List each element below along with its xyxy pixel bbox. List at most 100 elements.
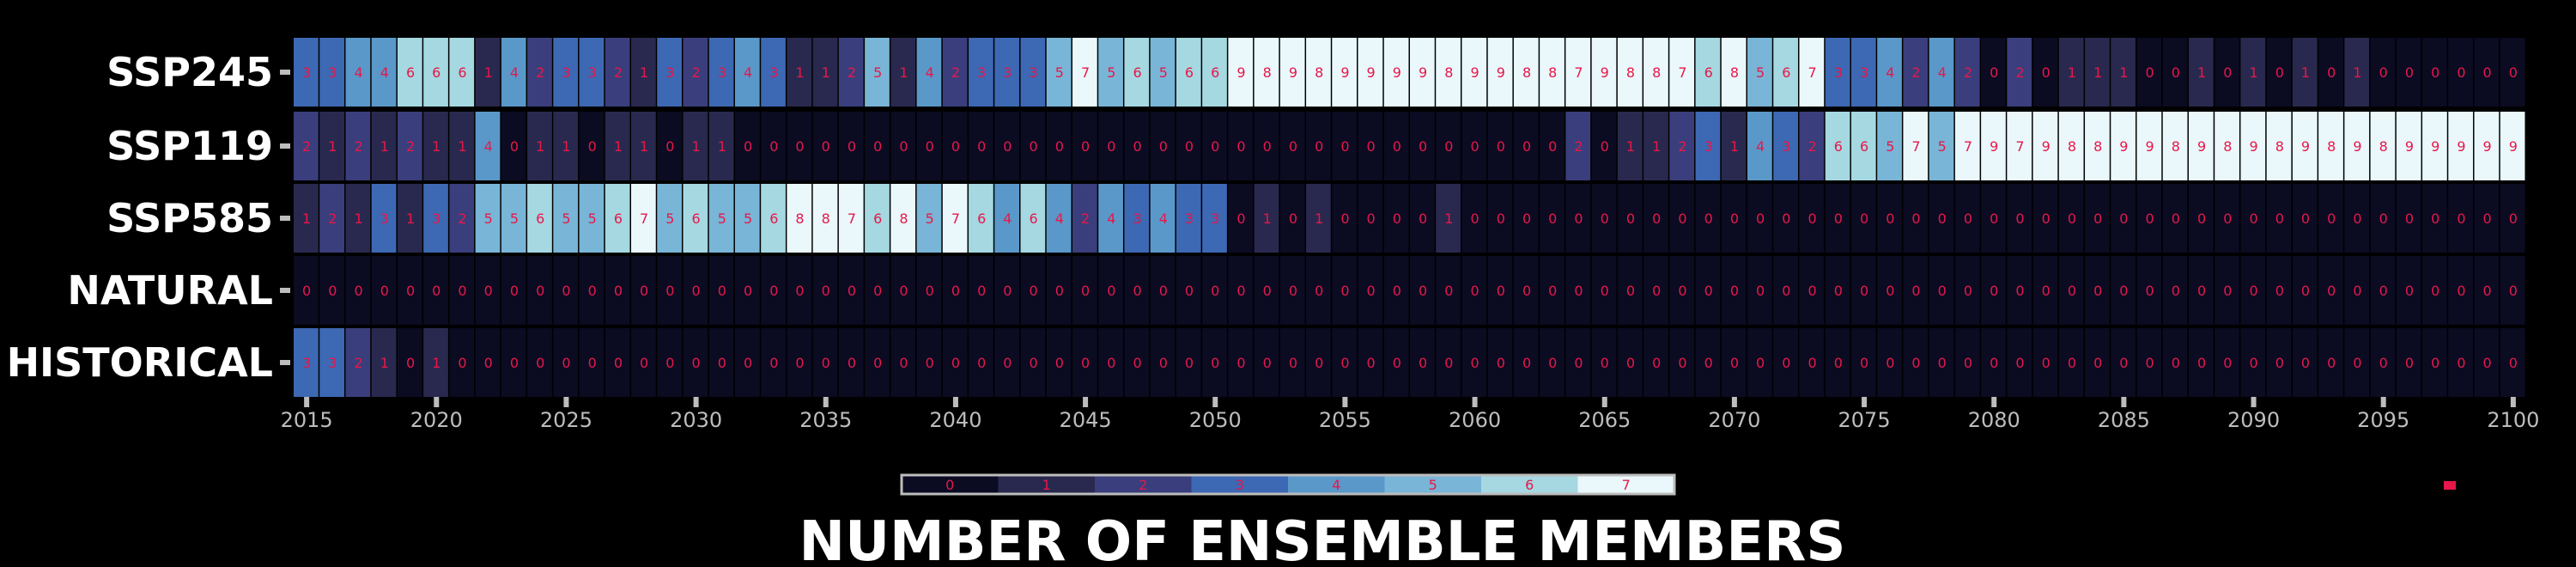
cell-value-label: 0 [2146, 64, 2154, 81]
heatmap-cell [2240, 38, 2266, 107]
cell-value-label: 0 [2431, 283, 2439, 299]
heatmap-cell [2032, 328, 2058, 397]
heatmap-cell [2162, 256, 2188, 325]
cell-value-label: 1 [1444, 210, 1453, 227]
x-tick [693, 397, 699, 407]
cell-value-label: 0 [1419, 138, 1427, 155]
cell-value-label: 1 [795, 64, 804, 81]
cell-value-label: 0 [1911, 355, 1920, 371]
heatmap-cell [1124, 38, 1150, 107]
cell-value-label: 0 [1834, 355, 1843, 371]
cell-value-label: 0 [2197, 355, 2206, 371]
cell-value-label: 4 [1159, 210, 1168, 227]
heatmap-cell [2007, 184, 2032, 253]
heatmap-cell [994, 184, 1020, 253]
cell-value-label: 5 [1938, 138, 1947, 155]
colorbar-swatch [1191, 475, 1288, 494]
heatmap-cell [1799, 38, 1825, 107]
cell-value-label: 0 [1107, 283, 1115, 299]
x-tick-label: 2080 [1968, 408, 2020, 432]
cell-value-label: 1 [899, 64, 908, 81]
heatmap-cell [2448, 112, 2474, 180]
x-tick-label: 2085 [2098, 408, 2150, 432]
cell-value-label: 0 [951, 283, 960, 299]
x-tick [1731, 397, 1737, 407]
heatmap-cell [605, 112, 630, 180]
heatmap-cell [449, 112, 475, 180]
cell-value-label: 9 [1367, 64, 1376, 81]
x-tick-label: 2050 [1189, 408, 1242, 432]
cell-value-label: 0 [1367, 138, 1376, 155]
heatmap-cell [2396, 38, 2421, 107]
heatmap-cell [838, 112, 864, 180]
cell-value-label: 0 [2379, 64, 2388, 81]
cell-value-label: 4 [1938, 64, 1947, 81]
heatmap-cell [994, 256, 1020, 325]
heatmap-cell [1098, 112, 1123, 180]
heatmap-cell [1176, 38, 1201, 107]
x-tick [2121, 397, 2127, 407]
heatmap-cell [1124, 112, 1150, 180]
cell-value-label: 0 [1211, 283, 1219, 299]
cell-value-label: 0 [1003, 138, 1012, 155]
heatmap-cell [2292, 38, 2318, 107]
cell-value-label: 0 [1860, 355, 1868, 371]
cell-value-label: 0 [2172, 64, 2180, 81]
cell-value-label: 0 [822, 355, 830, 371]
heatmap-cell [345, 38, 371, 107]
cell-value-label: 0 [1756, 210, 1765, 227]
cell-value-label: 0 [2015, 210, 2024, 227]
cell-value-label: 9 [2509, 138, 2518, 155]
heatmap-cell [553, 256, 579, 325]
heatmap-cell [1202, 112, 1227, 180]
heatmap-cell [1591, 184, 1617, 253]
cell-value-label: 0 [1003, 355, 1012, 371]
cell-value-label: 8 [2093, 138, 2102, 155]
heatmap-cell [1383, 256, 1409, 325]
cell-value-label: 0 [1030, 355, 1038, 371]
heatmap-cell [319, 112, 344, 180]
cell-value-label: 5 [926, 210, 934, 227]
row-label: SSP585 [106, 195, 273, 241]
cell-value-label: 0 [2457, 210, 2465, 227]
row-tick [280, 360, 290, 365]
heatmap-cell [1617, 38, 1643, 107]
cell-value-label: 0 [1730, 210, 1739, 227]
cell-value-label: 0 [1808, 355, 1817, 371]
x-tick-label: 2025 [540, 408, 592, 432]
cell-value-label: 0 [1938, 355, 1947, 371]
heatmap-cell [2188, 112, 2214, 180]
cell-value-label: 0 [899, 283, 908, 299]
cell-value-label: 9 [2146, 138, 2154, 155]
heatmap-cell [423, 38, 448, 107]
heatmap-cell [1954, 38, 1980, 107]
heatmap-cell [605, 38, 630, 107]
heatmap-cell [423, 256, 448, 325]
heatmap-cell [1332, 38, 1358, 107]
cell-value-label: 3 [1860, 64, 1868, 81]
heatmap-cell [1721, 112, 1747, 180]
cell-value-label: 0 [1470, 283, 1479, 299]
cell-value-label: 0 [614, 283, 623, 299]
heatmap-cell [1540, 38, 1564, 107]
heatmap-cell [1513, 112, 1539, 180]
cell-value-label: 0 [1497, 283, 1505, 299]
cell-value-label: 0 [640, 355, 648, 371]
heatmap-cell [2058, 38, 2084, 107]
heatmap-cell [890, 112, 916, 180]
heatmap-cell [2422, 184, 2447, 253]
heatmap-cell [2422, 38, 2447, 107]
cell-value-label: 0 [692, 355, 701, 371]
heatmap-cell [969, 184, 993, 253]
cell-value-label: 0 [1393, 210, 1401, 227]
cell-value-label: 0 [1315, 355, 1323, 371]
heatmap-cell [1383, 184, 1409, 253]
heatmap-cell [969, 38, 993, 107]
heatmap-cell [1254, 38, 1279, 107]
heatmap-cell [1877, 112, 1902, 180]
cell-value-label: 4 [1756, 138, 1765, 155]
heatmap-cell [1020, 184, 1046, 253]
cell-value-label: 0 [2405, 355, 2414, 371]
cell-value-label: 9 [1236, 64, 1245, 81]
heatmap-cell [1332, 328, 1358, 397]
